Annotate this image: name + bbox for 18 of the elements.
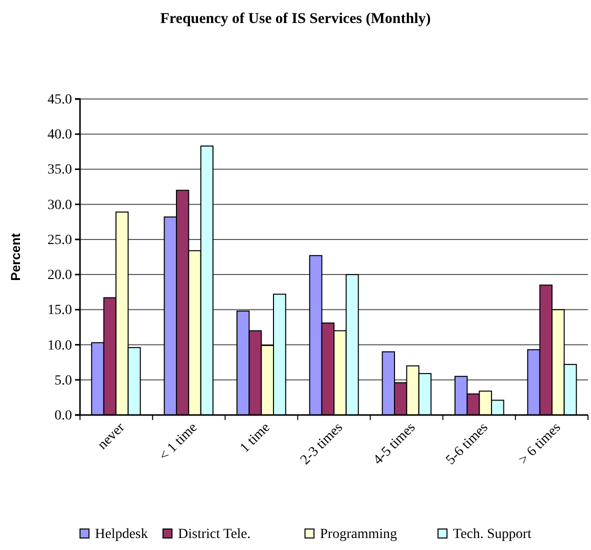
x-tick-label: < 1 time — [156, 420, 201, 464]
y-tick-label: 20.0 — [48, 268, 72, 284]
chart-title: Frequency of Use of IS Services (Monthly) — [160, 11, 431, 27]
y-tick-label: 15.0 — [48, 303, 72, 318]
y-tick-label: 35.0 — [48, 162, 72, 178]
y-tick-label: 5.0 — [54, 373, 72, 388]
legend-label: Helpdesk — [95, 527, 148, 542]
y-axis-title: Percent — [8, 232, 23, 281]
x-tick-label: 1 time — [238, 420, 274, 456]
y-tick-label: 10.0 — [48, 338, 72, 354]
y-tick-label: 25.0 — [48, 232, 72, 248]
y-tick-label: 30.0 — [48, 198, 72, 213]
y-tick-label: 0.0 — [54, 408, 72, 424]
legend-label: Tech. Support — [453, 527, 532, 542]
legend-label: District Tele. — [178, 527, 251, 542]
y-tick-label: 45.0 — [48, 92, 72, 108]
legend-label: Programming — [320, 527, 397, 542]
y-tick-label: 40.0 — [48, 128, 72, 143]
